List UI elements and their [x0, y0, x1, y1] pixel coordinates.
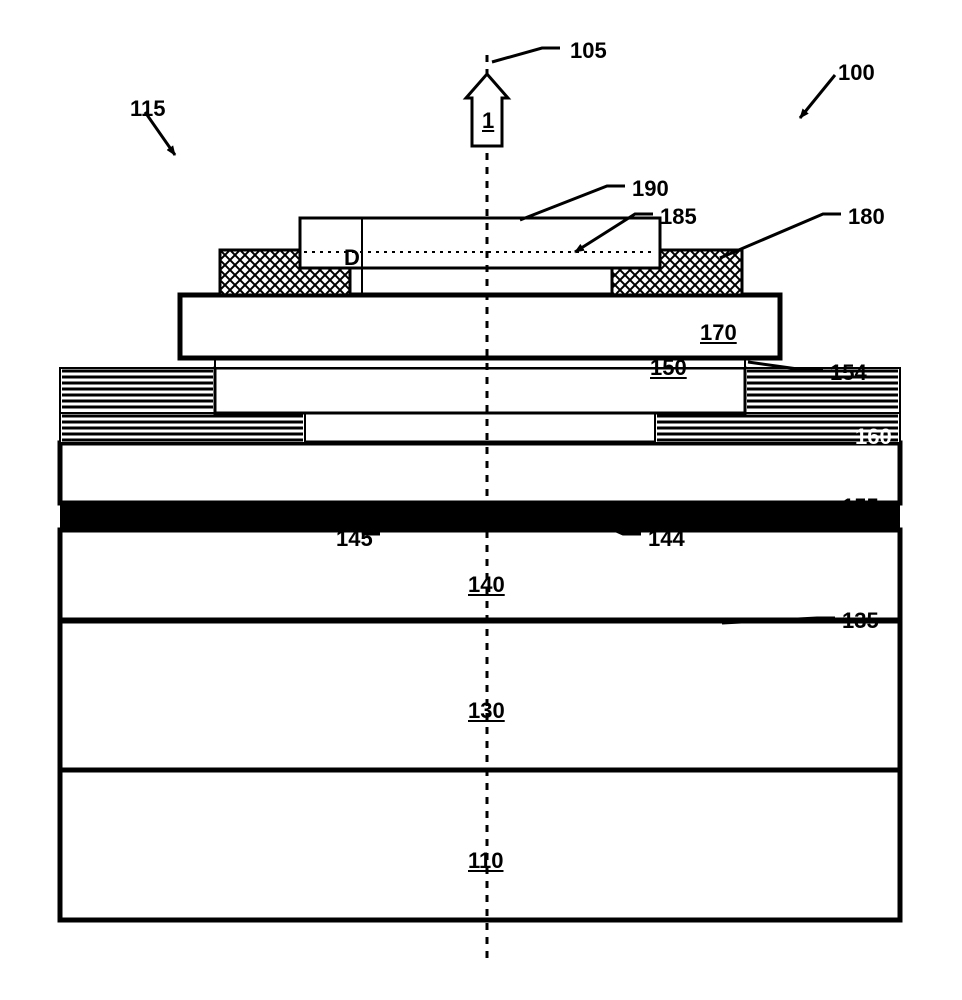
callout-155: 155: [842, 494, 879, 520]
layer-label-150: 150: [650, 355, 687, 381]
callout-144: 144: [648, 526, 685, 552]
axis-arrow-label: 1: [482, 108, 494, 134]
layer-label-170: 170: [700, 320, 737, 346]
callout-154: 154: [830, 360, 867, 386]
callout-115: 115: [130, 96, 166, 122]
diagram-stage: 105 100 115 190185 180 154 155 135 144 145 170 150 1…: [0, 0, 962, 1000]
callout-135: 135: [842, 608, 879, 634]
layer-label-130: 130: [468, 698, 505, 724]
callout-105: 105: [570, 38, 607, 64]
layer-label-160: 160: [855, 424, 892, 450]
layer-label-140: 140: [468, 572, 505, 598]
dimension-d-label: D: [344, 245, 360, 271]
callout-180: 180: [848, 204, 885, 230]
callout-185: 185: [660, 204, 697, 230]
callout-100: 100: [838, 60, 875, 86]
callout-145: 145: [336, 526, 373, 552]
layer-label-110: 110: [468, 848, 504, 874]
callout-190: 190: [632, 176, 669, 202]
